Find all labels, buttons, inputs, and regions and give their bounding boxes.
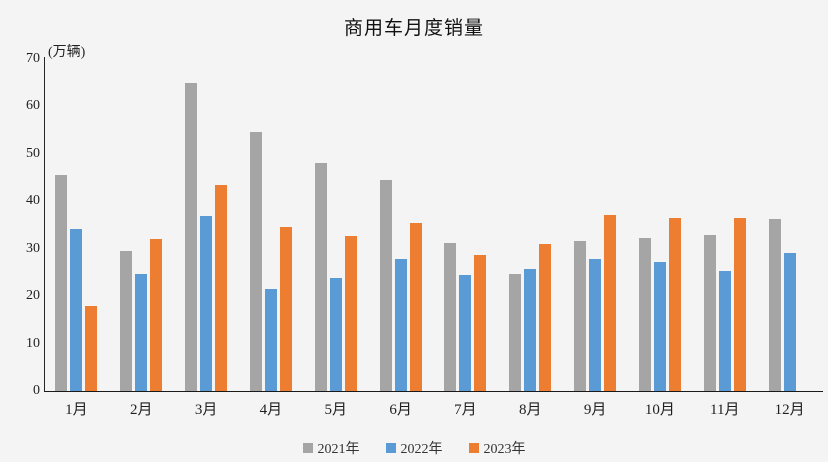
x-tick-label: 5月 [324, 402, 347, 418]
bar-2022年-3月 [200, 216, 213, 391]
bar-2021年-1月 [55, 174, 68, 391]
bar-2021年-8月 [509, 274, 522, 391]
bar-2023年-4月 [279, 226, 292, 391]
x-tick-label: 6月 [389, 402, 412, 418]
x-tick-label: 3月 [194, 402, 218, 418]
legend-swatch-icon [302, 443, 313, 453]
legend-item-2021年: 2021年 [302, 438, 360, 458]
y-tick-label: 20 [26, 288, 40, 304]
bar-2022年-9月 [589, 259, 602, 391]
bar-2023年-6月 [409, 223, 422, 391]
bar-2022年-8月 [524, 269, 537, 391]
bar-2021年-4月 [249, 131, 262, 391]
bar-2022年-12月 [783, 252, 796, 391]
y-tick-label: 70 [26, 51, 40, 66]
bar-2022年-11月 [718, 270, 731, 391]
bar-2021年-11月 [703, 234, 716, 391]
bar-2021年-10月 [638, 237, 651, 391]
bar-2022年-4月 [264, 289, 277, 391]
y-tick-label: 60 [26, 98, 40, 114]
bar-2023年-3月 [215, 185, 228, 391]
bar-2021年-5月 [314, 163, 327, 391]
x-tick-label: 10月 [644, 402, 675, 418]
x-tick-label: 9月 [583, 402, 607, 418]
bar-2023年-11月 [733, 218, 746, 391]
x-tick-label: 12月 [774, 402, 805, 418]
bar-2023年-1月 [85, 306, 98, 391]
bar-2023年-2月 [150, 238, 163, 391]
bar-2023年-8月 [539, 243, 552, 391]
x-tick-label: 8月 [518, 402, 542, 418]
x-tick-label: 7月 [454, 402, 477, 418]
x-tick-label: 2月 [129, 402, 153, 418]
y-tick-label: 30 [26, 240, 40, 256]
bar-2021年-6月 [379, 180, 392, 391]
bar-2022年-1月 [70, 229, 83, 391]
bar-2023年-7月 [474, 255, 487, 391]
y-axis-unit-label: (万辆) [48, 45, 86, 60]
x-tick-label: 11月 [710, 402, 740, 418]
bar-2021年-9月 [574, 241, 587, 391]
bar-2022年-10月 [653, 261, 666, 391]
bar-2022年-2月 [135, 273, 148, 391]
bar-2023年-5月 [344, 235, 357, 391]
chart-title: 商用车月度销量 [343, 18, 484, 39]
bar-2021年-3月 [185, 82, 198, 391]
x-tick-label: 4月 [259, 402, 283, 418]
legend-item-2023年: 2023年 [468, 438, 526, 458]
bar-2022年-6月 [394, 258, 407, 391]
bar-2023年-10月 [668, 218, 681, 391]
bar-2023年-9月 [604, 214, 617, 391]
y-tick-label: 10 [26, 335, 40, 351]
bar-2022年-7月 [459, 275, 472, 391]
bar-2022年-5月 [329, 278, 342, 391]
legend-label: 2021年 [317, 442, 360, 457]
legend-label: 2023年 [483, 442, 526, 457]
bar-2021年-2月 [120, 250, 133, 391]
legend-label: 2022年 [400, 442, 443, 457]
y-tick-label: 50 [26, 145, 40, 161]
bar-2021年-7月 [444, 243, 457, 391]
x-tick-label: 1月 [65, 402, 88, 418]
legend-swatch-icon [468, 443, 479, 453]
legend-item-2022年: 2022年 [385, 438, 443, 458]
legend-swatch-icon [385, 443, 396, 453]
legend: 2021年 2022年 2023年 [0, 438, 828, 458]
bar-2021年-12月 [768, 219, 781, 391]
y-tick-label: 40 [26, 193, 40, 209]
y-axis-line [44, 57, 45, 391]
x-axis-line [44, 391, 823, 392]
y-tick-label: 0 [33, 383, 40, 398]
